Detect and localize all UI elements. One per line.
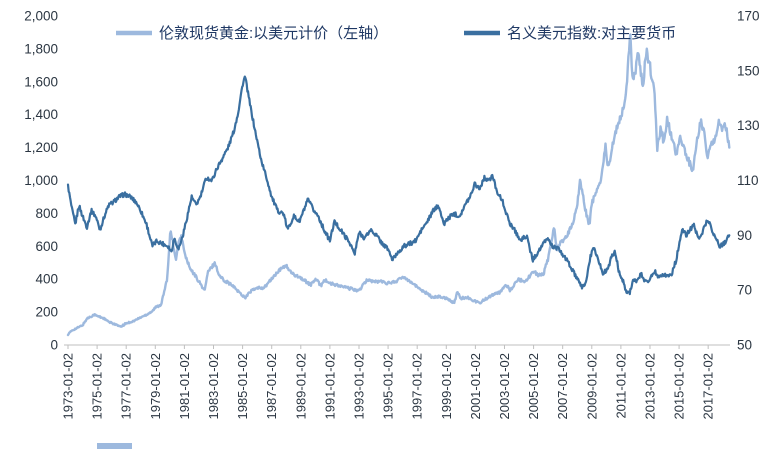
x-axis-label: 2015-01-02 — [672, 353, 687, 420]
right-axis-label: 90 — [737, 228, 752, 243]
x-axis-label: 2011-01-02 — [613, 353, 628, 419]
x-axis-label: 2005-01-02 — [526, 353, 541, 420]
x-axis-label: 2003-01-02 — [497, 353, 512, 420]
left-axis-label: 1,400 — [24, 107, 58, 122]
legend-label-usd-index: 名义美元指数:对主要货币 — [507, 25, 676, 42]
x-axis-label: 2009-01-02 — [584, 353, 599, 420]
chart-legend: 伦敦现货黄金:以美元计价（左轴） 名义美元指数:对主要货币 — [116, 25, 676, 42]
left-axis-label: 600 — [35, 239, 58, 254]
series-layer — [66, 33, 731, 337]
x-axis-label: 1991-01-02 — [322, 353, 337, 420]
gold-price-line — [66, 33, 731, 337]
legend-label-gold: 伦敦现货黄金:以美元计价（左轴） — [159, 25, 388, 42]
left-axis-label: 1,000 — [24, 173, 58, 188]
x-axis-label: 1983-01-02 — [206, 353, 221, 420]
x-axis-label: 1981-01-02 — [177, 353, 192, 420]
x-axis-label: 1985-01-02 — [235, 353, 250, 420]
footer-accent-bar — [97, 443, 132, 449]
x-axis-label: 2013-01-02 — [642, 353, 657, 420]
x-axis-label: 1997-01-02 — [410, 353, 425, 420]
x-axis-label: 1993-01-02 — [351, 353, 366, 420]
x-axis-label: 1979-01-02 — [148, 353, 163, 420]
x-axis-label: 2017-01-02 — [701, 353, 716, 420]
right-axis-label: 50 — [737, 338, 752, 353]
left-axis-label: 2,000 — [24, 9, 58, 24]
left-axis-label: 1,600 — [24, 74, 58, 89]
x-axis-label: 1999-01-02 — [439, 353, 454, 420]
left-axis-label: 200 — [35, 305, 58, 320]
x-axis-label: 1989-01-02 — [293, 353, 308, 420]
left-axis-label: 1,200 — [24, 140, 58, 155]
right-axis-label: 150 — [737, 63, 760, 78]
left-axis-label: 0 — [50, 338, 58, 353]
x-axis-label: 2001-01-02 — [468, 353, 483, 420]
axes-layer: 0 200 400 600 800 1,000 1,200 1,400 1,600 1,800 2,… — [24, 9, 759, 420]
x-axis-label: 1975-01-02 — [90, 353, 105, 420]
right-axis-label: 170 — [737, 9, 760, 24]
x-axis-label: 1995-01-02 — [381, 353, 396, 420]
left-axis-label: 1,800 — [24, 41, 58, 56]
left-axis-label: 800 — [35, 206, 58, 221]
x-axis-label: 1987-01-02 — [264, 353, 279, 420]
x-axis-label: 1973-01-02 — [61, 353, 76, 420]
x-axis-label: 2007-01-02 — [555, 353, 570, 420]
usd-index-line — [66, 75, 731, 296]
left-axis-label: 400 — [35, 272, 58, 287]
right-axis-label: 130 — [737, 118, 760, 133]
x-axis-label: 1977-01-02 — [119, 353, 134, 420]
right-axis-label: 70 — [737, 283, 752, 298]
right-axis-label: 110 — [737, 173, 759, 188]
